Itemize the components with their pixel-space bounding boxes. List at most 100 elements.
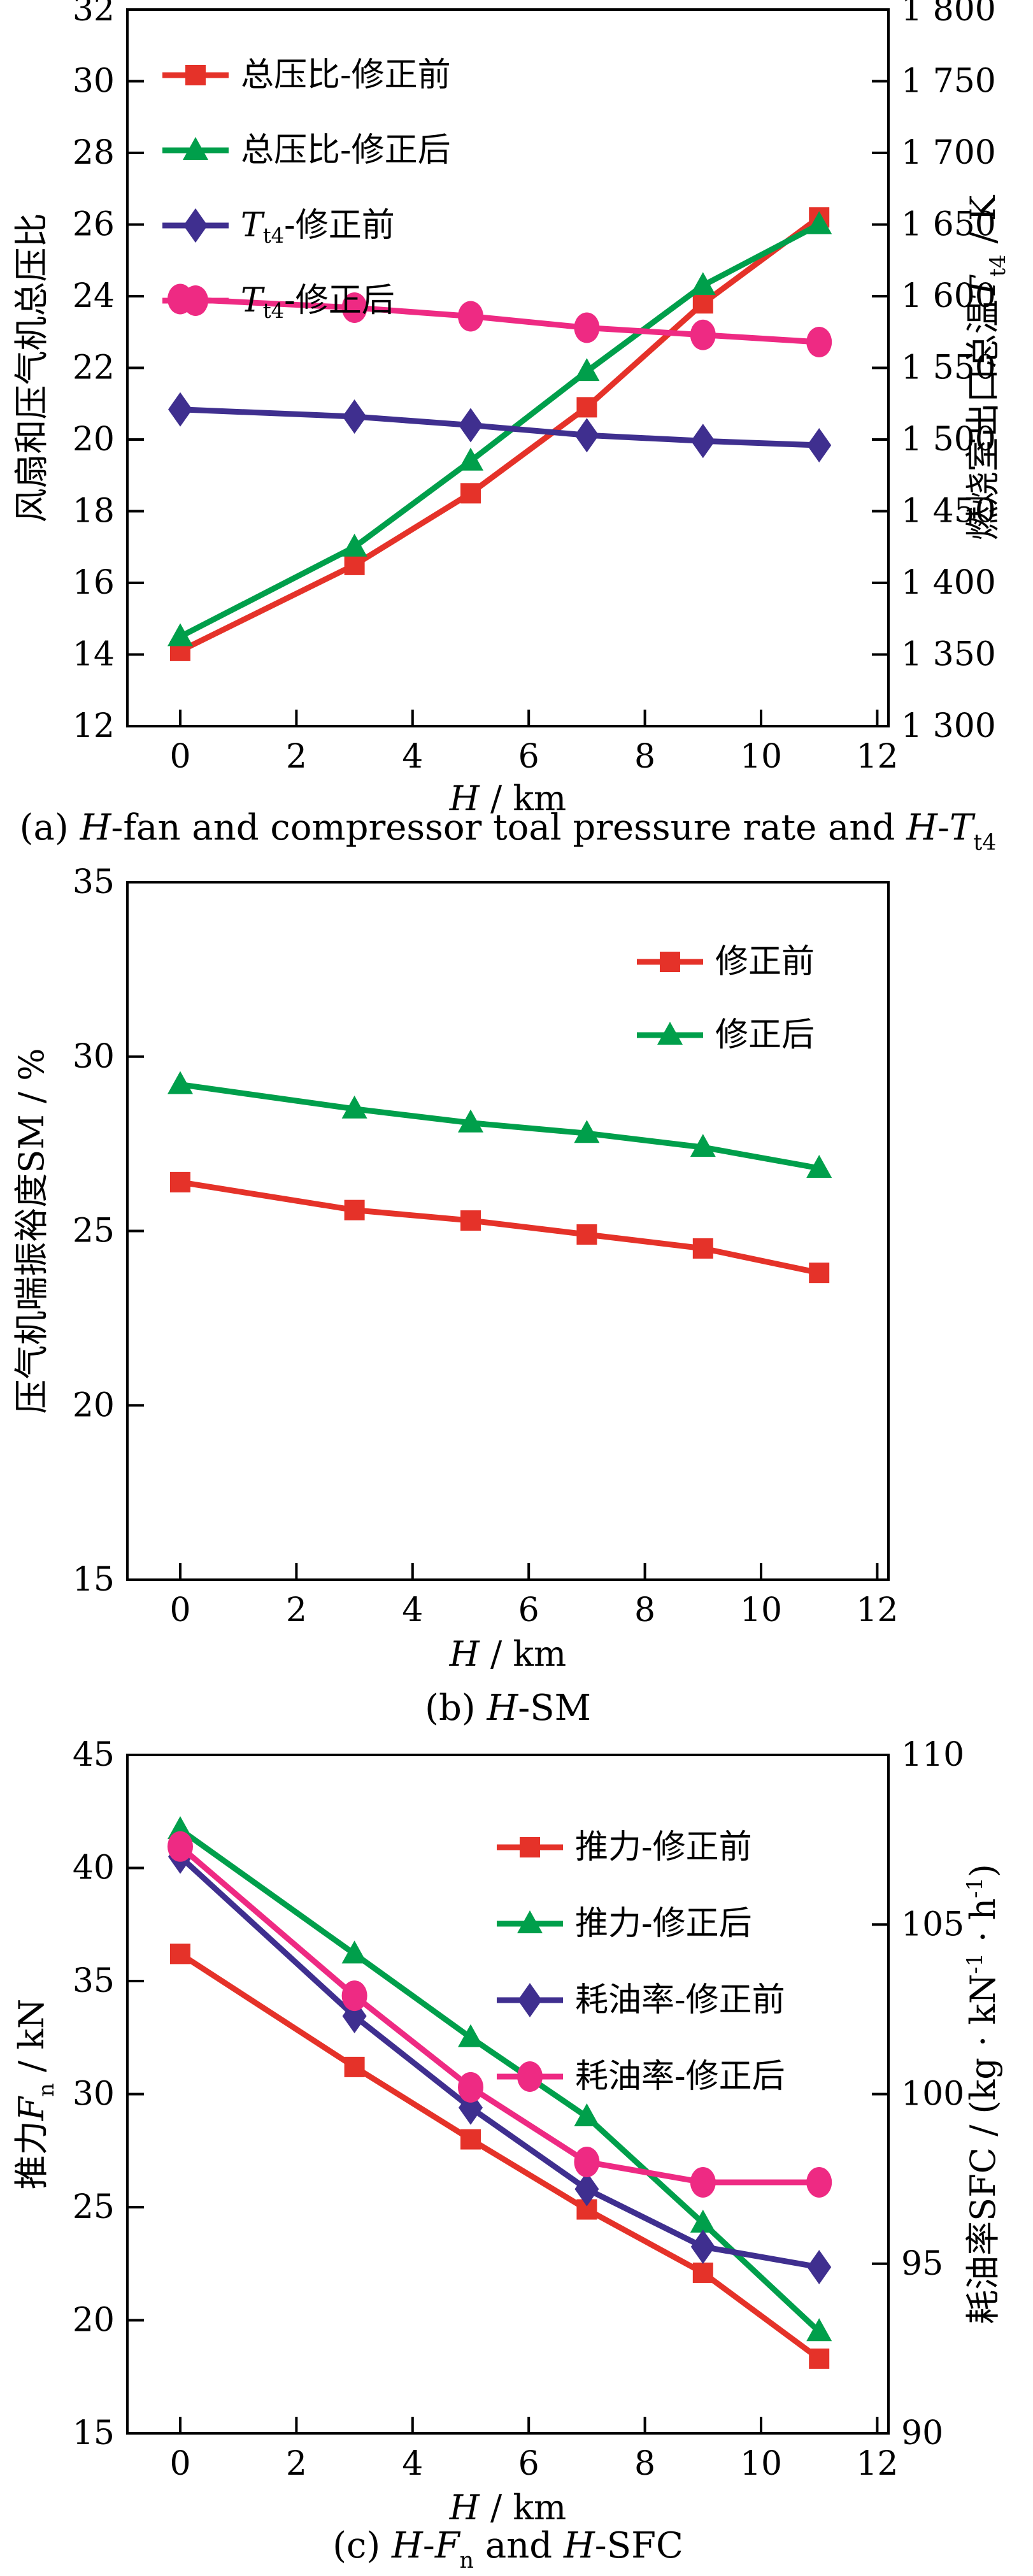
legend-item-sfc-before: 耗油率-修正前 [497,1981,785,2019]
x-tick-label: 8 [634,738,655,776]
x-tick-label: 10 [740,2445,782,2483]
right-tick-label: 1 450 [901,492,996,531]
caption-c: (c) H-Fn and H-SFC [332,2525,683,2573]
x-tick-label: 10 [740,1591,782,1629]
legend-marker-triangle-icon [517,1910,543,1933]
y-axis-label-left-b: 压气机喘振裕度SM / % [11,1048,52,1413]
data-point-sfc-after [574,2147,600,2177]
data-point-tt4-after [458,301,483,332]
data-point-sfc-after [167,1831,193,1862]
data-point-sm-before [170,1171,190,1192]
left-tick-label: 35 [73,863,115,901]
x-tick-label: 2 [286,738,307,776]
data-point-sfc-after [690,2166,716,2198]
data-point-opr-before [576,397,597,418]
chart-b: 15 20 25 30 35 0 2 4 6 8 10 12 压气机喘振裕度SM / % H / km 修正… [11,863,898,1729]
left-tick-label: 30 [73,2075,115,2114]
legend-marker-circle-icon [517,2061,543,2092]
x-axis-label-c: H / km [449,2487,567,2528]
data-point-tt4-after [341,292,367,323]
y-axis-label-right-c: 耗油率SFC / (kg · kN-1 · h-1) [962,1864,1003,2324]
series-line-sm-before [180,1179,820,1276]
data-point-thrust-before [809,2348,830,2369]
series-line-sfc-after [178,1844,820,2186]
y-axis-label-left-a: 风扇和压气机总压比 [11,213,52,523]
x-tick-label: 2 [286,2445,307,2483]
data-point-thrust-after [690,2209,716,2233]
data-point-opr-after [690,272,716,296]
right-tick-label: 1 750 [901,62,996,101]
x-tick-label: 6 [518,1591,539,1629]
left-tick-label: 45 [73,1736,115,1774]
data-point-sfc-before [690,2229,715,2265]
left-tick-label: 26 [73,206,115,244]
x-tick-label: 12 [856,1591,898,1629]
left-tick-label: 40 [73,1849,115,1887]
x-axis-label-a: H / km [449,778,567,819]
right-tick-label: 1 800 [901,0,996,29]
left-tick-label: 24 [73,277,115,315]
data-point-tt4-before [690,424,715,459]
x-tick-label: 0 [169,1591,190,1629]
data-point-tt4-before [807,428,832,462]
data-point-sm-before [809,1263,830,1284]
x-tick-label: 8 [634,2445,655,2483]
legend-label-sfc-before: 耗油率-修正前 [575,1981,785,2019]
legend-label-opr-before: 总压比-修正前 [241,56,451,94]
data-point-sfc-after [458,2072,483,2103]
legend-item-thrust-after: 推力-修正后 [497,1905,752,1943]
legend-label-tt4-after: Tt4-修正后 [241,282,395,323]
left-tick-label: 25 [73,1212,115,1250]
data-point-opr-after [167,623,193,647]
data-point-thrust-after [341,1940,367,1964]
series-line-thrust-before [178,1951,821,2361]
x-tick-label: 6 [518,738,539,776]
x-tick-label: 0 [169,2445,190,2483]
data-point-sm-before [576,1224,597,1245]
data-point-opr-after [458,447,483,471]
legend-label-tt4-before: Tt4-修正前 [241,206,395,248]
data-point-thrust-before [344,2056,365,2077]
right-tick-label: 1 350 [901,636,996,674]
legend-marker-triangle-icon [183,137,208,160]
legend-item-thrust-before: 推力-修正前 [497,1828,752,1866]
x-tick-label: 10 [740,738,782,776]
left-tick-label: 25 [73,2188,115,2226]
data-point-tt4-after [690,319,716,350]
right-tick-label: 1 700 [901,134,996,172]
legend-item-tt4-before: Tt4-修正前 [162,206,395,248]
legend-marker-square-icon [660,952,680,972]
left-tick-label: 32 [73,0,115,29]
data-point-opr-before [344,554,365,575]
legend-marker-diamond-icon [518,1983,542,2017]
data-point-sfc-before [574,2172,599,2207]
left-tick-label: 20 [73,420,115,459]
left-tick-label: 15 [73,1561,115,1599]
right-tick-label: 105 [901,1905,964,1943]
legend-label-sm-after: 修正后 [715,1016,815,1054]
left-tick-label: 20 [73,2301,115,2340]
x-axis-label-b: H / km [449,1634,567,1674]
x-tick-label: 12 [856,738,898,776]
legend-marker-square-icon [520,1837,540,1857]
legend-marker-square-icon [185,65,206,85]
left-tick-label: 35 [73,1962,115,2000]
legend-label-thrust-after: 推力-修正后 [575,1905,752,1943]
data-point-sm-after [341,1095,367,1119]
data-point-sm-after [167,1071,193,1094]
data-point-sm-after [574,1120,600,1143]
left-tick-label: 30 [73,1038,115,1076]
right-tick-label: 1 650 [901,206,996,244]
caption-b: (b) H-SM [425,1687,591,1729]
data-point-opr-after [574,358,600,382]
y-axis-label-right-a: 燃烧室出口总温Tt4 / K [963,194,1010,540]
data-point-opr-before [460,483,481,504]
data-point-thrust-after [806,2318,832,2342]
x-tick-label: 12 [856,2445,898,2483]
data-point-opr-after [341,533,367,557]
series-line-opr-before [179,215,821,654]
right-tick-label: 1 600 [901,277,996,315]
x-tick-label: 4 [402,738,423,776]
